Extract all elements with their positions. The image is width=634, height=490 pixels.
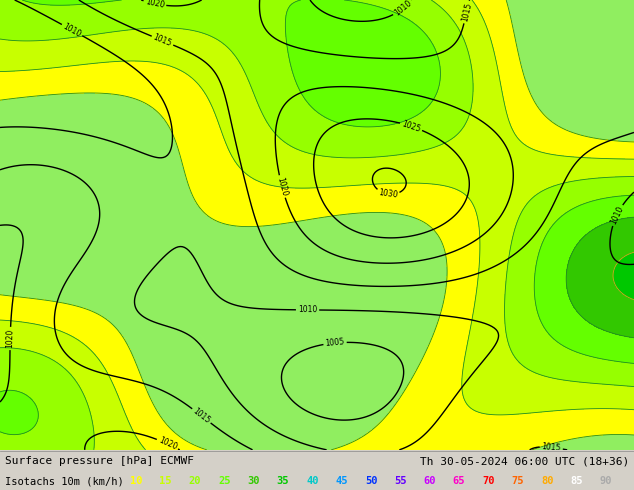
Text: 75: 75	[512, 476, 524, 486]
Text: Th 30-05-2024 06:00 UTC (18+36): Th 30-05-2024 06:00 UTC (18+36)	[420, 456, 629, 466]
Text: 50: 50	[365, 476, 377, 486]
Text: 1020: 1020	[6, 329, 15, 348]
Text: 1010: 1010	[392, 0, 413, 18]
Text: 1030: 1030	[378, 188, 398, 200]
Text: 70: 70	[482, 476, 495, 486]
Text: 20: 20	[189, 476, 201, 486]
Text: 15: 15	[159, 476, 172, 486]
Text: 1015: 1015	[152, 33, 173, 49]
Text: Isotachs 10m (km/h): Isotachs 10m (km/h)	[5, 476, 130, 486]
Text: 1010: 1010	[61, 22, 82, 39]
Text: 1020: 1020	[145, 0, 165, 10]
Text: 1005: 1005	[325, 338, 345, 348]
Text: 10: 10	[130, 476, 143, 486]
Text: 1010: 1010	[298, 305, 317, 315]
Text: 65: 65	[453, 476, 465, 486]
Text: 1015: 1015	[460, 1, 473, 23]
Text: 30: 30	[247, 476, 260, 486]
Text: Surface pressure [hPa] ECMWF: Surface pressure [hPa] ECMWF	[5, 456, 194, 466]
Text: 85: 85	[570, 476, 583, 486]
Text: 55: 55	[394, 476, 406, 486]
Text: 25: 25	[218, 476, 231, 486]
Text: 1020: 1020	[275, 176, 288, 197]
Text: 1015: 1015	[541, 442, 561, 453]
Text: 1025: 1025	[401, 119, 422, 134]
Text: 1015: 1015	[191, 406, 212, 425]
Text: 35: 35	[277, 476, 289, 486]
Text: 1010: 1010	[609, 204, 625, 226]
Text: 80: 80	[541, 476, 553, 486]
Text: 40: 40	[306, 476, 319, 486]
Text: 45: 45	[335, 476, 348, 486]
Text: 1020: 1020	[157, 436, 178, 452]
Text: 90: 90	[600, 476, 612, 486]
Text: 60: 60	[424, 476, 436, 486]
